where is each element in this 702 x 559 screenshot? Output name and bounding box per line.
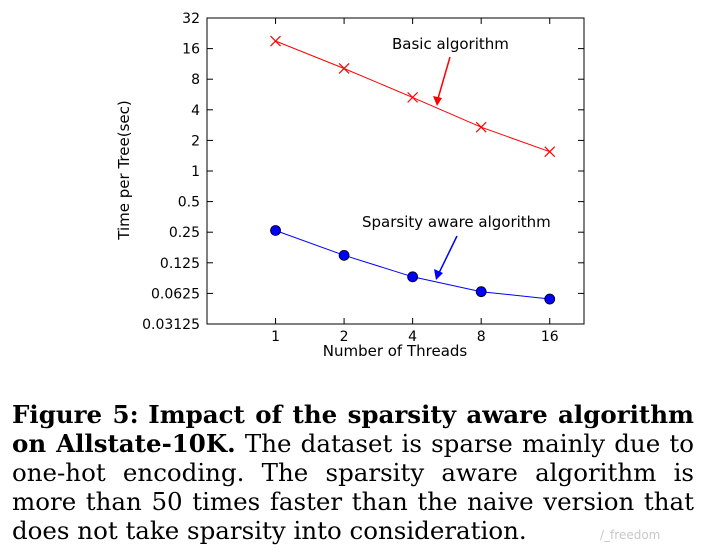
y-tick-label: 0.0625 <box>151 286 200 302</box>
annotation-sparsity: Sparsity aware algorithm <box>362 213 551 231</box>
data-point-basic <box>475 121 487 133</box>
y-tick-label: 0.125 <box>160 256 200 272</box>
caption-body: The dataset is sparse mainly due to one-… <box>12 429 694 545</box>
data-point-basic <box>270 35 281 47</box>
annotations: Basic algorithm Sparsity aware algorithm <box>362 35 551 280</box>
annotation-basic-arrowhead <box>433 96 442 106</box>
y-tick-label: 16 <box>182 42 200 58</box>
y-tick-label: 4 <box>191 103 200 119</box>
y-tick-label: 32 <box>182 11 200 27</box>
data-point-sparsity <box>544 293 556 305</box>
annotation-basic-arrow <box>436 56 451 103</box>
y-tick-label: 0.03125 <box>142 317 200 333</box>
data-point-sparsity <box>270 225 281 236</box>
y-tick-label: 1 <box>191 164 200 180</box>
y-tick-label: 2 <box>191 133 200 149</box>
chart: 32 16 8 4 2 1 0.5 0.25 0.125 0.0625 0.03125 1 2 4 8 16… <box>115 11 585 360</box>
figure-caption: Figure 5: Impact of the sparsity aware a… <box>12 400 694 545</box>
annotation-sparsity-arrow <box>437 235 458 276</box>
y-tick-label: 8 <box>191 72 200 88</box>
x-tick-label: 2 <box>340 329 349 345</box>
data-point-sparsity <box>475 286 487 298</box>
x-axis-title: Number of Threads <box>323 342 468 360</box>
data-point-basic <box>544 146 556 158</box>
x-tick-label: 8 <box>477 329 486 345</box>
annotation-basic: Basic algorithm <box>392 35 509 53</box>
annotation-sparsity-arrowhead <box>434 269 443 280</box>
plot-frame <box>206 17 585 325</box>
watermark: /_freedom <box>600 528 661 542</box>
y-axis-title: Time per Tree(sec) <box>115 100 133 240</box>
x-tick-label: 16 <box>541 329 559 345</box>
y-tick-label: 0.25 <box>169 225 200 241</box>
data-point-sparsity <box>407 271 419 283</box>
x-tick-label: 1 <box>271 329 280 345</box>
data-point-basic <box>407 91 419 103</box>
caption-label: Figure 5: <box>12 400 139 429</box>
y-tick-label: 0.5 <box>178 195 200 211</box>
y-axis-ticks: 32 16 8 4 2 1 0.5 0.25 0.125 0.0625 0.03125 <box>142 11 584 333</box>
series-line-1 <box>275 230 550 300</box>
series-layer <box>270 35 556 305</box>
data-point-basic <box>338 63 350 74</box>
x-tick-label: 4 <box>408 329 417 345</box>
data-point-sparsity <box>338 249 350 261</box>
x-axis-ticks: 1 2 4 8 16 <box>271 18 559 345</box>
caption-title: Impact of the sparsity aware algorithm o… <box>12 400 694 458</box>
series-line-0 <box>275 40 550 153</box>
